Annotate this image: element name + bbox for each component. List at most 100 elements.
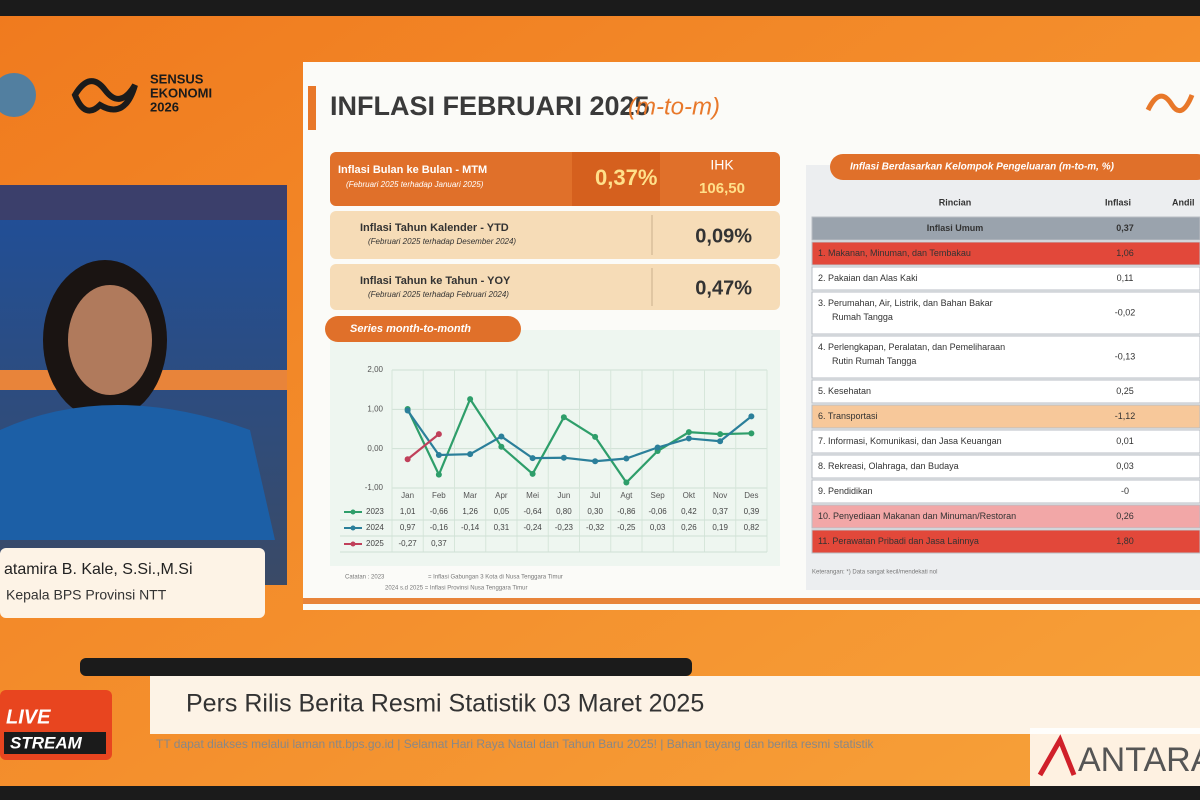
slide-title: INFLASI FEBRUARI 2025 bbox=[330, 91, 650, 121]
legend-marker bbox=[350, 525, 356, 531]
title-accent bbox=[308, 86, 316, 130]
live-label: LIVE bbox=[6, 706, 51, 728]
data-label: 0,39 bbox=[744, 507, 760, 516]
y-tick-label: -1,00 bbox=[365, 483, 384, 492]
summary-value: 0,37% bbox=[595, 165, 657, 190]
chart-note: 2024 s.d 2025 = Inflasi Provinsi Nusa Te… bbox=[385, 586, 527, 592]
series-point bbox=[404, 407, 411, 414]
table-title: Inflasi Berdasarkan Kelompok Pengeluaran… bbox=[850, 162, 1115, 173]
table-row bbox=[811, 379, 1200, 404]
legend-label: 2025 bbox=[366, 539, 384, 548]
chart-title-pill bbox=[325, 316, 521, 342]
row-value: 0,01 bbox=[1116, 436, 1134, 446]
x-tick-label: Jun bbox=[557, 491, 570, 500]
data-label: 0,03 bbox=[650, 523, 666, 532]
row-label: 8. Rekreasi, Olahraga, dan Budaya bbox=[818, 461, 959, 471]
x-tick-label: Mei bbox=[526, 491, 539, 500]
row-label: 10. Penyediaan Makanan dan Minuman/Resto… bbox=[818, 511, 1016, 521]
series-line bbox=[406, 433, 440, 461]
stream-box bbox=[4, 732, 106, 754]
chart-note: = Inflasi Gabungan 3 Kota di Nusa Tengga… bbox=[428, 575, 563, 581]
table-row bbox=[811, 429, 1200, 454]
data-label: 1,26 bbox=[462, 507, 478, 516]
series-point bbox=[685, 435, 692, 442]
name-plate bbox=[0, 548, 265, 618]
column-header: Inflasi bbox=[1105, 197, 1131, 207]
x-tick-label: Des bbox=[744, 491, 758, 500]
row-label: 4. Perlengkapan, Peralatan, dan Pemeliha… bbox=[818, 342, 1005, 366]
data-label: 0,19 bbox=[712, 523, 728, 532]
x-tick-label: Jan bbox=[401, 491, 414, 500]
row-value: -0 bbox=[1121, 486, 1129, 496]
chart-title: Series month-to-month bbox=[350, 323, 471, 335]
summary-box bbox=[330, 211, 780, 259]
series-line bbox=[406, 396, 752, 485]
row-value: 0,11 bbox=[1117, 273, 1134, 283]
series-point bbox=[748, 413, 755, 420]
summary-label: Inflasi Bulan ke Bulan - MTM bbox=[338, 164, 487, 176]
summary-period: (Februari 2025 terhadap Januari 2025) bbox=[346, 180, 484, 189]
summary-value: 0,09% bbox=[695, 225, 752, 247]
series-point bbox=[560, 454, 567, 461]
data-label: 0,26 bbox=[681, 523, 697, 532]
column-header: Rincian bbox=[939, 197, 972, 207]
x-tick-label: Agt bbox=[620, 491, 633, 500]
row-label: 2. Pakaian dan Alas Kaki bbox=[818, 273, 918, 283]
series-point bbox=[467, 451, 474, 458]
legend-label: 2024 bbox=[366, 523, 384, 532]
table-row bbox=[811, 335, 1200, 379]
headline: Pers Rilis Berita Resmi Statistik 03 Mar… bbox=[186, 690, 704, 718]
series-point bbox=[685, 429, 692, 436]
x-tick-label: Okt bbox=[683, 491, 696, 500]
data-label: 0,82 bbox=[744, 523, 760, 532]
x-tick-label: Jul bbox=[590, 491, 600, 500]
table-row bbox=[811, 404, 1200, 429]
table-title-pill bbox=[830, 154, 1200, 180]
data-label: 0,42 bbox=[681, 507, 697, 516]
data-label: 1,01 bbox=[400, 507, 416, 516]
summary-label: Inflasi Tahun ke Tahun - YOY bbox=[360, 275, 511, 287]
summary-period: (Februari 2025 terhadap Desember 2024) bbox=[368, 237, 516, 246]
index-label: IHK bbox=[710, 157, 734, 173]
table-row bbox=[811, 504, 1200, 529]
row-label: 5. Kesehatan bbox=[818, 386, 871, 396]
data-label: 0,80 bbox=[556, 507, 572, 516]
bottom-bezel bbox=[0, 786, 1200, 800]
row-value: 1,06 bbox=[1116, 248, 1134, 258]
table-row bbox=[811, 216, 1200, 241]
watermark: ANTARA bbox=[1078, 741, 1200, 779]
data-label: 0,37 bbox=[712, 507, 728, 516]
series-point bbox=[467, 396, 474, 403]
data-label: 0,30 bbox=[587, 507, 603, 516]
data-label: 0,31 bbox=[494, 523, 510, 532]
x-tick-label: Mar bbox=[463, 491, 477, 500]
series-point bbox=[435, 431, 442, 438]
series-point bbox=[404, 456, 411, 463]
data-label: -0,25 bbox=[617, 523, 636, 532]
series-point bbox=[654, 444, 661, 451]
table-row bbox=[811, 479, 1200, 504]
series-point bbox=[498, 433, 505, 440]
x-tick-label: Sep bbox=[651, 491, 666, 500]
row-label: 9. Pendidikan bbox=[818, 486, 873, 496]
series-point bbox=[623, 479, 630, 486]
row-label: 3. Perumahan, Air, Listrik, dan Bahan Ba… bbox=[818, 298, 993, 322]
series-point bbox=[529, 470, 536, 477]
row-label: 11. Perawatan Pribadi dan Jasa Lainnya bbox=[818, 536, 979, 546]
logo-text: EKONOMI bbox=[150, 85, 212, 100]
series-point bbox=[560, 414, 567, 421]
data-label: 0,05 bbox=[494, 507, 510, 516]
data-label: -0,14 bbox=[461, 523, 480, 532]
data-label: -0,32 bbox=[586, 523, 605, 532]
data-label: -0,64 bbox=[524, 507, 543, 516]
stream-label: STREAM bbox=[10, 733, 83, 752]
headline-bar bbox=[150, 676, 1200, 734]
legend-marker bbox=[350, 509, 356, 515]
logo-mark bbox=[71, 78, 138, 114]
data-label: 0,97 bbox=[400, 523, 416, 532]
data-label: -0,23 bbox=[555, 523, 574, 532]
series-point bbox=[717, 431, 724, 438]
mtm-value-box bbox=[572, 152, 660, 206]
